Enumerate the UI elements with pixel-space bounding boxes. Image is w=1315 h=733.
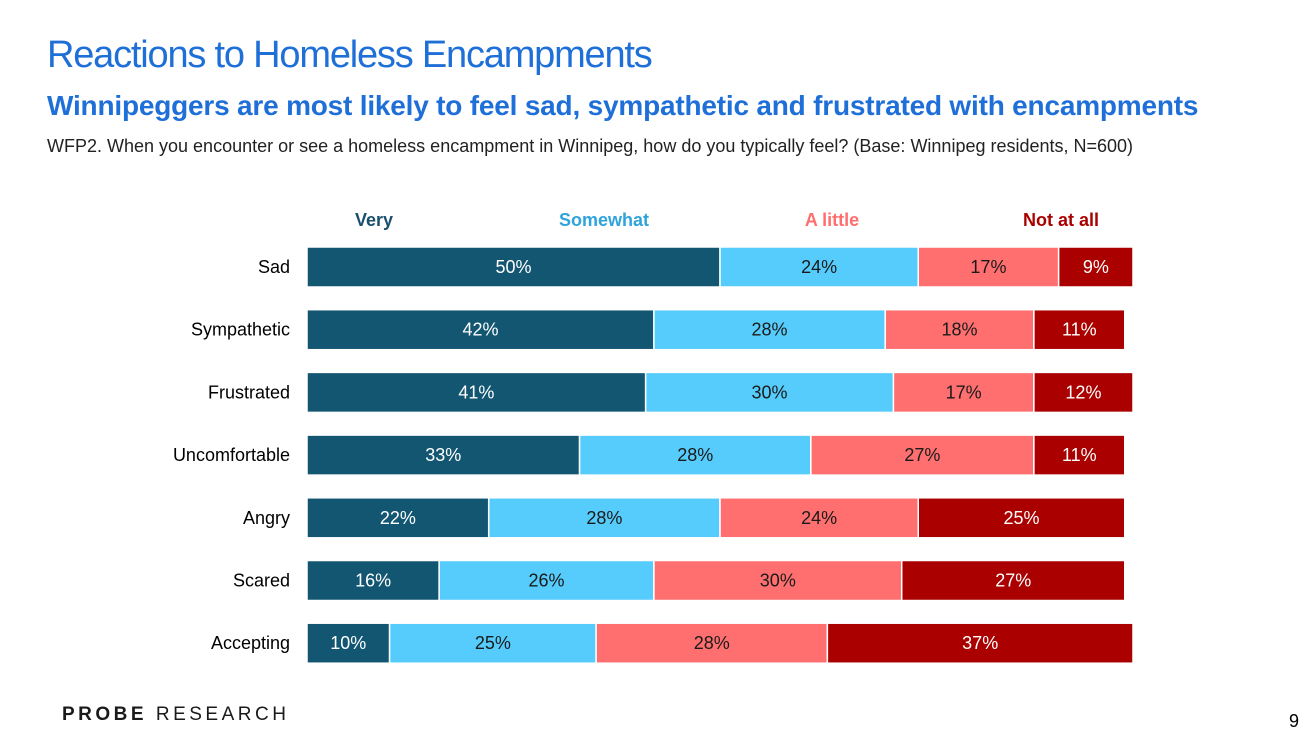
data-label-accepting-not-at-all: 37% [962,633,998,653]
bar-uncomfortable-somewhat [578,434,812,476]
bar-angry-very [306,497,490,539]
data-label-sad-very: 50% [495,257,531,277]
page-subtitle: Winnipeggers are most likely to feel sad… [47,90,1199,121]
bar-sympathetic-somewhat [653,308,886,351]
bar-angry-a-little [719,497,919,539]
data-label-scared-very: 16% [355,571,391,591]
legend-very: Very [355,210,393,230]
data-label-sad-not-at-all: 9% [1083,257,1109,277]
page-title: Reactions to Homeless Encampments [47,34,653,76]
category-label-uncomfortable: Uncomfortable [173,445,290,465]
data-label-frustrated-not-at-all: 12% [1065,382,1101,402]
bar-scared-not-at-all [900,559,1126,602]
bar-sad-not-at-all [1057,246,1134,288]
data-label-accepting-very: 10% [330,633,366,653]
data-label-uncomfortable-a-little: 27% [904,445,940,465]
category-label-sad: Sad [258,257,290,277]
data-label-scared-not-at-all: 27% [995,571,1031,591]
data-label-sad-a-little: 17% [970,257,1006,277]
bar-sympathetic-not-at-all [1033,308,1126,351]
data-label-uncomfortable-not-at-all: 11% [1062,445,1097,465]
bar-scared-very [306,559,440,602]
bar-sad-a-little [917,246,1060,288]
data-label-sympathetic-not-at-all: 11% [1062,320,1097,340]
bar-uncomfortable-not-at-all [1033,434,1126,476]
data-label-sad-somewhat: 24% [801,257,837,277]
data-label-angry-somewhat: 28% [586,508,622,528]
category-label-angry: Angry [243,508,290,528]
bar-scared-somewhat [438,559,655,602]
data-label-accepting-somewhat: 25% [475,633,511,653]
category-label-accepting: Accepting [211,633,290,653]
bar-frustrated-somewhat [644,371,895,414]
bar-angry-somewhat [487,497,721,539]
bar-scared-a-little [653,559,903,602]
data-label-angry-a-little: 24% [801,508,837,528]
data-label-frustrated-a-little: 17% [946,382,982,402]
data-label-scared-a-little: 30% [760,571,796,591]
category-label-sympathetic: Sympathetic [191,320,290,340]
chart-bars: 50% 24% 17% 9% 42% 28% 18% 11% 41% 30% 17% 12% 33% 28… [306,246,1134,664]
data-label-uncomfortable-somewhat: 28% [677,445,713,465]
bar-sympathetic-a-little [884,308,1035,351]
bar-uncomfortable-a-little [810,434,1035,476]
category-label-frustrated: Frustrated [208,382,290,402]
bar-accepting-very [306,622,391,664]
legend-not-at-all: Not at all [1023,210,1099,230]
data-label-sympathetic-very: 42% [462,320,498,340]
data-label-frustrated-somewhat: 30% [752,382,788,402]
page-number: 9 [1288,711,1299,731]
category-label-scared: Scared [233,571,290,591]
bar-accepting-a-little [595,622,829,664]
data-label-angry-very: 22% [380,508,416,528]
data-label-frustrated-very: 41% [458,382,494,402]
bar-accepting-not-at-all [826,622,1134,664]
bar-sympathetic-very [306,308,655,351]
legend-a-little: A little [805,210,859,230]
bar-frustrated-not-at-all [1033,371,1134,414]
data-label-scared-somewhat: 26% [529,571,565,591]
bar-sad-somewhat [719,246,919,288]
data-label-accepting-a-little: 28% [694,633,730,653]
probe-research-logo: PROBE RESEARCH [62,704,290,725]
data-label-sympathetic-a-little: 18% [942,320,978,340]
bar-frustrated-a-little [892,371,1035,414]
data-label-uncomfortable-very: 33% [425,445,461,465]
data-label-angry-not-at-all: 25% [1003,508,1039,528]
legend-somewhat: Somewhat [559,210,649,230]
category-labels: Sad Sympathetic Frustrated Uncomfortable Ang… [173,257,290,653]
chart-legend: Very Somewhat A little Not at all [355,210,1099,230]
survey-question: WFP2. When you encounter or see a homele… [47,136,1134,156]
bar-angry-not-at-all [917,497,1126,539]
data-label-sympathetic-somewhat: 28% [752,320,788,340]
